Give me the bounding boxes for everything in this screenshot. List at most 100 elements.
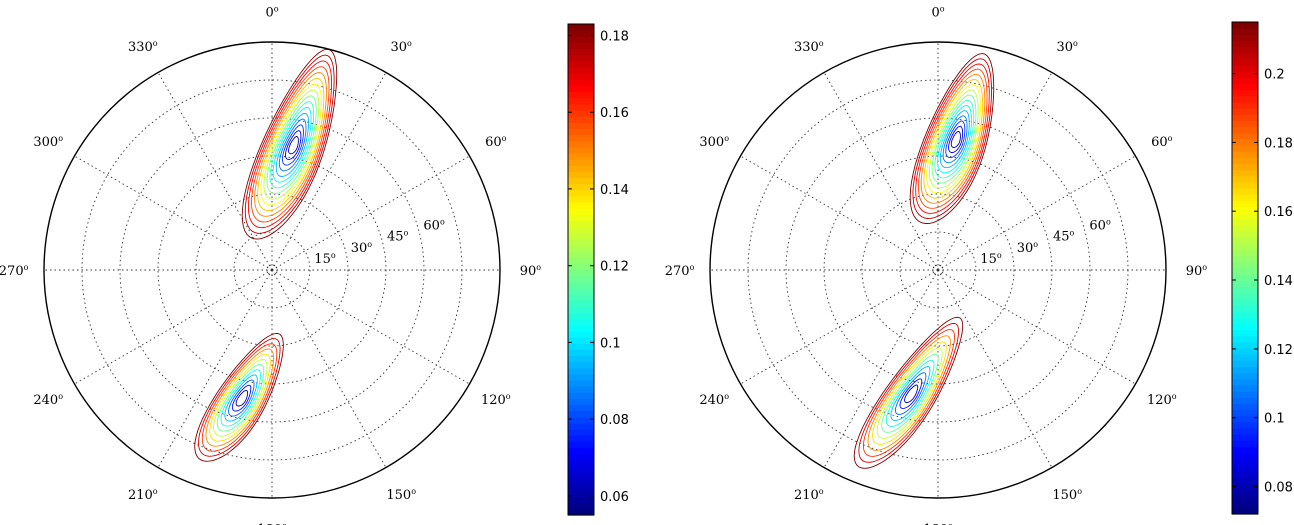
contour-line xyxy=(272,106,312,183)
colorbar-segment xyxy=(1232,415,1258,423)
contour-line xyxy=(281,124,304,166)
colorbar-segment xyxy=(568,263,594,271)
colorbar-tick-label: 0.1 xyxy=(600,336,621,351)
colorbar-segment xyxy=(568,220,594,228)
colorbar-segment xyxy=(568,201,594,209)
colorbar-segment xyxy=(568,373,594,381)
radius-gridline xyxy=(81,79,463,461)
colorbar-segment xyxy=(1232,292,1258,300)
colorbar-segment xyxy=(1232,409,1258,417)
degree-symbol: o xyxy=(940,5,945,14)
contour-line xyxy=(862,329,955,457)
colorbar-tick-label: 0.18 xyxy=(600,30,629,45)
angle-label: 180o xyxy=(257,521,287,525)
colorbar-segment xyxy=(568,447,594,455)
colorbar-segment xyxy=(568,103,594,111)
colorbar-segment xyxy=(568,496,594,504)
colorbar-segment xyxy=(1232,261,1258,269)
angle-label: 90o xyxy=(520,263,542,279)
angle-label: 90o xyxy=(1186,263,1208,279)
colorbar-segment xyxy=(568,116,594,123)
degree-symbol: o xyxy=(506,392,511,401)
degree-symbol: o xyxy=(819,39,824,48)
colorbar-segment xyxy=(1232,452,1258,460)
radial-gridline xyxy=(271,269,387,468)
radial-gridline xyxy=(157,72,273,271)
colorbar-segment xyxy=(568,165,594,172)
colorbar-segment xyxy=(568,453,594,461)
contour-line xyxy=(942,115,968,164)
colorbar-segment xyxy=(568,232,594,240)
radial-gridline xyxy=(823,72,939,271)
contour-line xyxy=(266,95,317,194)
colorbar-segment xyxy=(568,134,594,142)
contour-line xyxy=(904,384,919,403)
angle-label: 210o xyxy=(794,487,824,503)
colorbar-tick-label: 0.12 xyxy=(600,260,629,275)
angle-label: 240o xyxy=(699,392,729,408)
colorbar-segment xyxy=(568,244,594,252)
colorbar-segment xyxy=(1232,421,1258,429)
radius-label: 45o xyxy=(387,229,409,245)
contour-line xyxy=(263,89,320,200)
colorbar-segment xyxy=(1232,101,1258,109)
colorbar-right: 0.08 0.1 0.12 0.14 0.16 0.18 0.2 xyxy=(1231,21,1293,515)
contour-line xyxy=(890,366,931,421)
colorbar-segment xyxy=(1232,194,1258,201)
radius-gridline xyxy=(861,193,1015,347)
colorbar-tick-label: 0.18 xyxy=(1264,136,1293,151)
colorbar-segment xyxy=(568,146,594,154)
radial-gridline xyxy=(740,269,939,385)
colorbar-segment xyxy=(1232,397,1258,404)
contour-line xyxy=(920,73,986,204)
radius-label: 60o xyxy=(1089,218,1111,234)
colorbar-segment xyxy=(568,281,594,289)
colorbar-segment xyxy=(1232,317,1258,324)
angle-label: 0o xyxy=(931,5,944,21)
contour-line xyxy=(950,130,961,148)
colorbar-segment xyxy=(568,287,594,295)
degree-symbol: o xyxy=(1106,218,1111,227)
degree-symbol: o xyxy=(153,39,158,48)
colorbar-segment xyxy=(568,128,594,136)
contour-line xyxy=(220,369,261,427)
polar-frame xyxy=(709,41,1167,499)
angle-label: 150o xyxy=(386,487,416,503)
degree-symbol: o xyxy=(724,134,729,143)
contour-line xyxy=(198,338,281,457)
colorbar-segment xyxy=(1232,200,1258,208)
colorbar-segment xyxy=(1232,434,1258,441)
colorbar-segment xyxy=(568,97,594,105)
colorbar-segment xyxy=(568,152,594,160)
contour-line xyxy=(915,63,990,214)
colorbar-tick-label: 0.14 xyxy=(1264,274,1293,289)
contour-line xyxy=(251,66,330,223)
colorbar-segment xyxy=(568,484,594,492)
colorbar-segment xyxy=(1232,501,1258,509)
angle-label: 300o xyxy=(33,134,63,150)
degree-symbol: o xyxy=(502,134,507,143)
colorbar-segment xyxy=(1232,175,1258,183)
colorbar-segment xyxy=(1232,218,1258,226)
colorbar-segment xyxy=(1232,403,1258,411)
degree-symbol: o xyxy=(819,487,824,496)
colorbar-tick-label: 0.14 xyxy=(600,183,629,198)
colorbar-segment xyxy=(1232,157,1258,165)
colorbar-segment xyxy=(568,109,594,117)
colorbar-segment xyxy=(568,208,594,215)
contour-line xyxy=(858,322,960,463)
colorbar-segment xyxy=(1232,329,1258,337)
colorbar-segment xyxy=(568,294,594,301)
colorbar-segment xyxy=(568,502,594,510)
colorbar-segment xyxy=(1232,464,1258,472)
contour-line xyxy=(885,359,935,427)
colorbar-segment xyxy=(1232,366,1258,374)
colorbar-frame xyxy=(1231,21,1259,515)
angle-label: 240o xyxy=(33,392,63,408)
contour-line xyxy=(224,374,258,422)
angle-label: 330o xyxy=(794,39,824,55)
colorbar-segment xyxy=(568,422,594,430)
angle-label: 180o xyxy=(923,521,953,525)
degree-symbol: o xyxy=(1168,134,1173,143)
contour-line xyxy=(257,77,325,212)
